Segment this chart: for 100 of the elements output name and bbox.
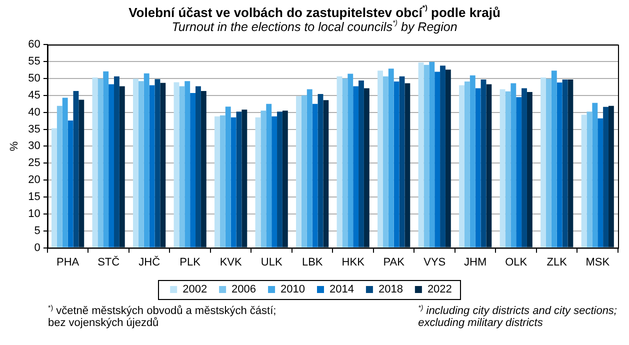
bar xyxy=(179,86,185,248)
y-tick-label: 60 xyxy=(28,38,40,51)
legend-label: 2014 xyxy=(330,284,354,296)
bar xyxy=(323,100,329,248)
bar xyxy=(225,106,231,248)
bar xyxy=(440,66,446,248)
legend-label: 2022 xyxy=(427,284,452,296)
x-tick-label: JHM xyxy=(464,256,487,268)
bar xyxy=(382,76,388,248)
bar xyxy=(586,112,592,248)
y-tick-label: 30 xyxy=(28,140,40,152)
bar xyxy=(260,110,266,248)
x-tick-label: ZLK xyxy=(546,256,568,268)
bar xyxy=(394,82,400,248)
bar xyxy=(103,71,109,248)
bar xyxy=(200,91,206,248)
bar xyxy=(581,114,587,248)
bar xyxy=(214,116,220,248)
bar xyxy=(404,83,410,248)
x-tick-label: KVK xyxy=(220,256,242,268)
bar xyxy=(62,98,68,248)
bar xyxy=(138,81,144,248)
bar xyxy=(445,70,451,248)
bar xyxy=(184,81,190,248)
bar xyxy=(505,91,511,248)
bar xyxy=(568,79,574,248)
bar xyxy=(364,88,370,248)
x-tick-label: PAK xyxy=(383,256,406,268)
bar xyxy=(73,91,79,248)
bar xyxy=(236,112,242,248)
bar xyxy=(486,84,492,248)
bar xyxy=(399,76,405,248)
bar xyxy=(133,78,138,248)
bar xyxy=(348,74,354,248)
x-tick-label: MSK xyxy=(586,256,610,268)
legend-label: 2018 xyxy=(378,284,403,296)
bar xyxy=(318,94,324,248)
bar xyxy=(277,112,282,248)
x-tick-label: LBK xyxy=(302,256,324,268)
x-tick-label: STČ xyxy=(98,255,120,268)
bar xyxy=(526,92,532,248)
bar xyxy=(149,85,155,248)
y-tick-label: 25 xyxy=(28,157,40,170)
bar xyxy=(98,78,104,248)
bar xyxy=(470,75,476,248)
bar xyxy=(160,82,166,248)
bar xyxy=(429,62,435,248)
bar xyxy=(92,77,98,248)
legend-label: 2006 xyxy=(232,284,256,296)
bar xyxy=(196,86,201,248)
y-axis-title: % xyxy=(8,141,21,152)
bar xyxy=(230,117,236,248)
bar xyxy=(78,100,84,248)
bar xyxy=(388,68,394,248)
bar xyxy=(464,82,470,248)
bar xyxy=(108,84,114,248)
x-tick-label: VYS xyxy=(424,256,446,268)
bar xyxy=(459,85,464,248)
bar xyxy=(296,96,302,248)
bar xyxy=(255,117,261,248)
bar xyxy=(608,106,614,248)
bar xyxy=(174,82,180,248)
bar xyxy=(119,86,125,248)
bar xyxy=(540,77,546,248)
bar xyxy=(342,78,348,248)
bar xyxy=(114,76,120,248)
bar xyxy=(510,83,516,248)
text: $^{*)}$ včetně městských obvodů a městských částí; bez vojenských újezdů xyxy=(48,305,276,329)
bar xyxy=(282,110,288,248)
y-tick-label: 20 xyxy=(28,174,40,186)
bar xyxy=(190,93,196,248)
bar xyxy=(546,78,552,248)
bar xyxy=(144,73,150,248)
x-tick-label: ULK xyxy=(260,256,283,268)
bar xyxy=(312,104,318,248)
y-tick-label: 35 xyxy=(28,123,40,136)
bar xyxy=(475,88,481,248)
bar xyxy=(272,116,278,248)
bar xyxy=(56,106,62,248)
x-tick-label: HKK xyxy=(342,256,366,268)
bar xyxy=(68,120,74,248)
legend-label: 2010 xyxy=(280,284,306,296)
bar xyxy=(154,79,160,248)
bar xyxy=(301,95,307,248)
bar xyxy=(353,86,359,248)
bar xyxy=(598,118,604,248)
bar xyxy=(603,106,608,248)
bar xyxy=(556,82,562,248)
y-tick-label: 15 xyxy=(28,191,40,204)
bar xyxy=(592,102,598,248)
y-tick-label: 10 xyxy=(28,208,40,220)
bar xyxy=(418,62,424,248)
x-tick-label: PLK xyxy=(180,256,202,268)
y-tick-label: 55 xyxy=(28,56,40,68)
bar xyxy=(266,104,272,248)
bar xyxy=(516,97,522,248)
y-tick-label: 45 xyxy=(28,89,40,102)
bar xyxy=(306,89,312,248)
y-tick-label: 0 xyxy=(34,242,40,254)
x-tick-label: OLK xyxy=(505,256,528,268)
